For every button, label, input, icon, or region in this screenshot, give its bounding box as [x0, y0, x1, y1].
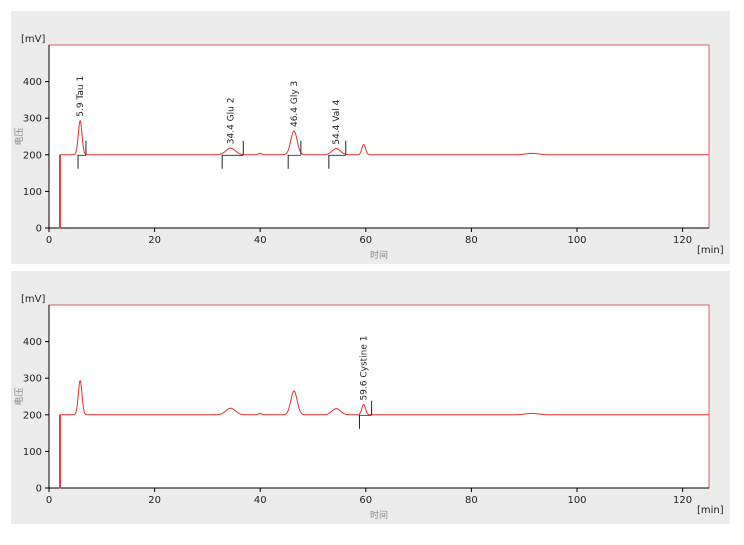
y-tick-label: 300	[23, 374, 42, 385]
x-tick-label: 0	[46, 235, 52, 246]
x-axis-title: 时间	[370, 509, 388, 521]
x-tick-label: 120	[673, 235, 692, 246]
y-tick-label: 400	[23, 337, 42, 348]
chromatogram-2: 0 100 200 300 400 0 20 40 60 80 100 120 [mV] [min] 时间 电…	[13, 294, 724, 521]
signal-trace	[59, 119, 709, 229]
peak-label: 5.9 Tau 1	[76, 76, 86, 117]
x-tick-label: 0	[46, 495, 52, 506]
y-unit-label: [mV]	[21, 34, 45, 45]
y-unit-label: [mV]	[21, 294, 45, 305]
x-tick-label: 20	[148, 235, 161, 246]
y-tick-label: 200	[23, 410, 42, 421]
x-tick-label: 60	[359, 495, 372, 506]
peak-label: 46.4 Gly 3	[290, 81, 300, 127]
x-axis-title: 时间	[370, 249, 388, 261]
x-tick-label: 40	[254, 235, 267, 246]
y-tick-label: 100	[23, 447, 42, 458]
y-axis-title: 电压	[13, 127, 25, 145]
y-axis-title: 电压	[13, 387, 25, 405]
peak-label: 59.6 Cystine 1	[360, 335, 370, 400]
x-tick-label: 60	[359, 235, 372, 246]
y-tick-label: 0	[36, 224, 42, 235]
y-tick-label: 400	[23, 77, 42, 88]
peak-label: 34.4 Glu 2	[227, 98, 237, 145]
y-tick-label: 200	[23, 150, 42, 161]
plot-area	[48, 44, 710, 229]
chromatogram-panel-2: 0 100 200 300 400 0 20 40 60 80 100 120 [mV] [min] 时间 电…	[11, 271, 730, 524]
x-tick-label: 20	[148, 495, 161, 506]
y-tick-label: 300	[23, 114, 42, 125]
signal-trace	[59, 379, 709, 489]
x-unit-label: [min]	[697, 245, 724, 256]
x-tick-label: 80	[465, 495, 478, 506]
peak-label: 54.4 Val 4	[332, 99, 342, 144]
x-tick-label: 120	[673, 495, 692, 506]
y-tick-label: 0	[36, 484, 42, 495]
chromatogram-1: 0 100 200 300 400 0 20 40 60 80 100 120 [mV] [min] 时间 电…	[13, 34, 724, 261]
plot-area	[48, 304, 710, 489]
x-tick-label: 40	[254, 495, 267, 506]
x-tick-label: 80	[465, 235, 478, 246]
x-tick-label: 100	[567, 495, 586, 506]
chromatogram-panel-1: 0 100 200 300 400 0 20 40 60 80 100 120 [mV] [min] 时间 电…	[11, 11, 730, 264]
x-tick-label: 100	[567, 235, 586, 246]
x-unit-label: [min]	[697, 505, 724, 516]
y-tick-label: 100	[23, 187, 42, 198]
